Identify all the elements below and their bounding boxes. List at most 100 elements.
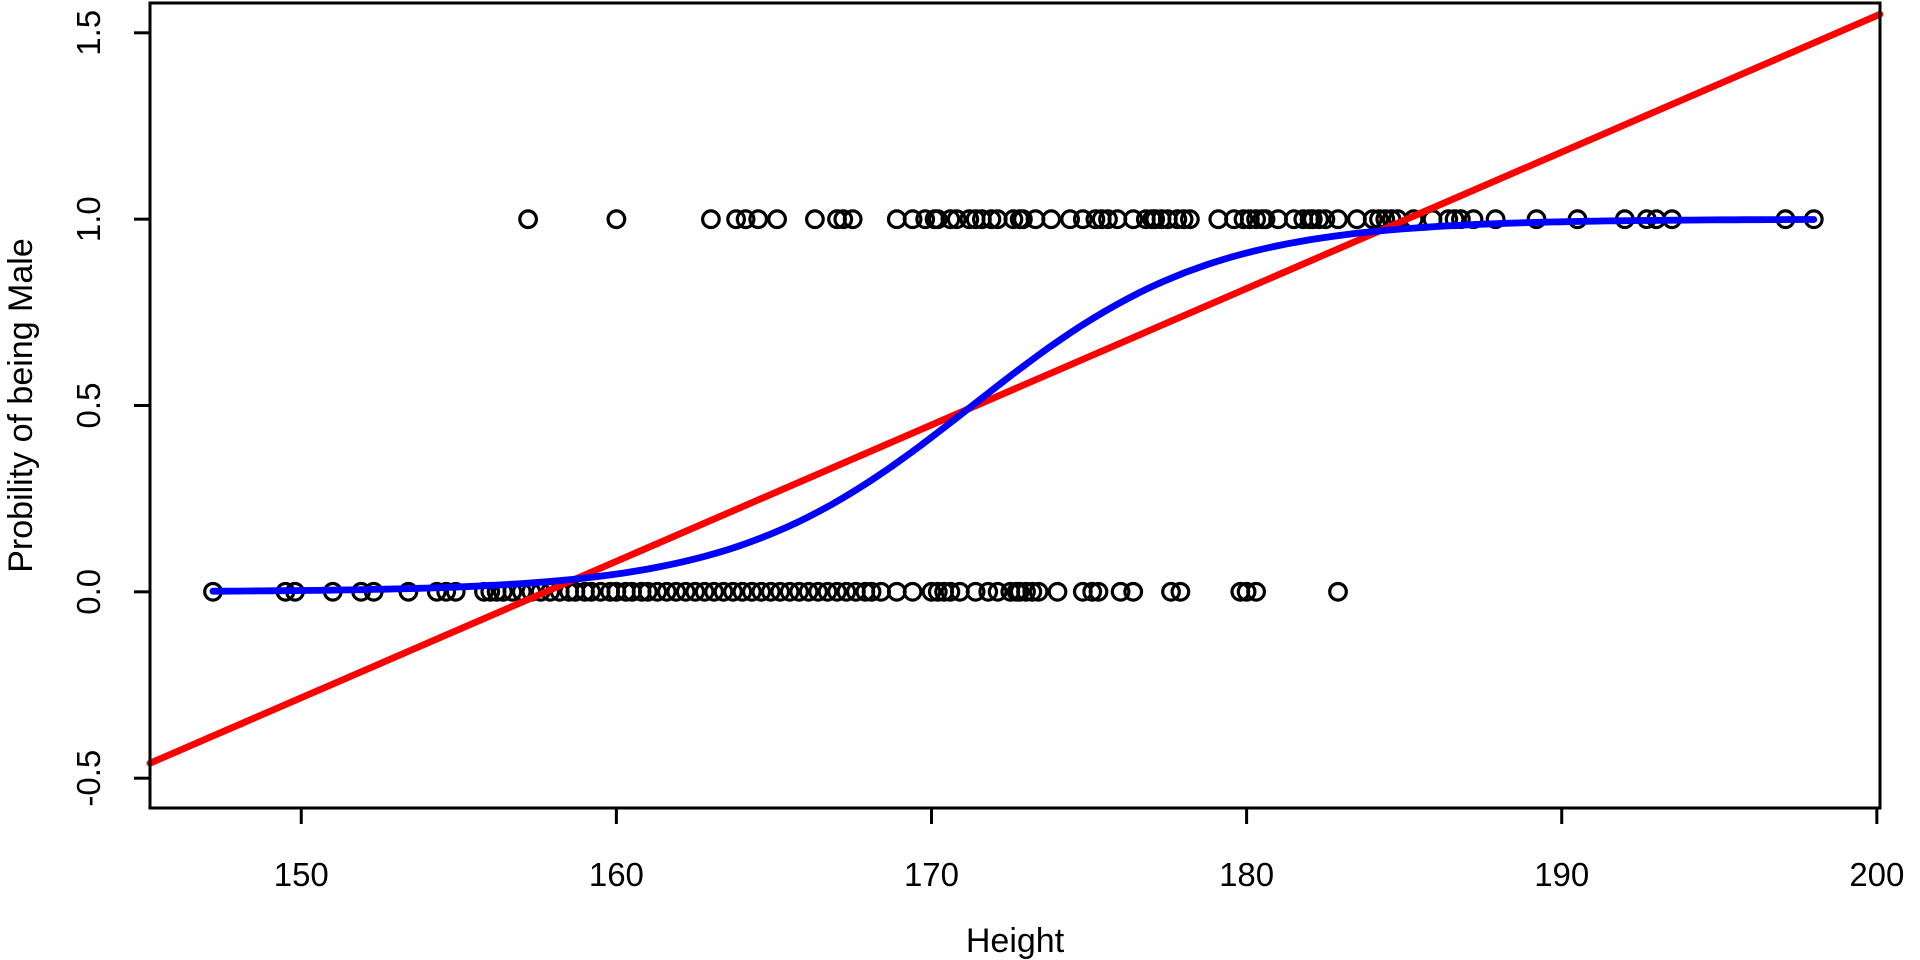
data-point-male [1013,209,1033,230]
x-tick-label: 180 [1219,856,1274,893]
data-point-male [701,209,721,230]
data-point-female [675,581,696,602]
data-point-female [902,581,923,602]
data-point-male [1179,209,1200,230]
data-point-female [808,581,828,602]
data-point-female [1016,581,1036,602]
data-point-female [581,581,602,602]
data-point-male [1060,209,1080,230]
data-point-female [685,581,706,602]
x-tick-label: 190 [1534,856,1589,893]
data-point-male [1072,209,1093,230]
y-tick-label: -0.5 [70,750,107,807]
data-point-female [1236,581,1257,602]
data-point-male [915,209,936,230]
data-point-female [779,581,800,602]
data-point-female [1047,581,1068,602]
data-point-male [946,209,967,230]
data-point-male [748,209,769,230]
linear-fit-line [146,10,1884,767]
y-tick-label: 0.0 [70,569,107,615]
data-point-female [723,581,743,602]
x-axis-label: Height [966,922,1065,960]
x-tick-label: 160 [589,856,644,893]
data-point-male [1085,209,1106,230]
data-point-female [1161,581,1181,602]
data-point-female [656,581,677,602]
data-point-male [1233,209,1254,230]
data-point-male [1302,209,1323,230]
data-point-male [833,209,854,230]
data-point-male [1173,209,1194,230]
data-point-female [436,581,457,602]
data-point-male [1328,209,1348,230]
data-point-male [940,209,961,230]
y-tick-label: 1.0 [70,196,107,242]
data-point-female [647,581,668,602]
data-point-female [426,581,447,602]
data-point-male [1309,209,1329,230]
data-point-female [694,581,715,602]
data-point-female [861,581,882,602]
data-point-female [742,581,762,602]
data-point-female [836,581,857,602]
plot-border [148,1,1882,810]
data-point-female [940,581,961,602]
data-point-male [842,209,863,230]
data-point-female [445,581,466,602]
data-point-male [981,209,1002,230]
data-point-male [1315,209,1336,230]
data-point-female [1082,581,1103,602]
data-point-female [704,581,724,602]
data-point-male [1485,209,1506,230]
logistic-fit-curve [209,216,1818,595]
data-point-male [902,209,923,230]
data-point-male [1041,209,1062,230]
data-point-female [798,581,819,602]
data-point-female [1110,581,1131,602]
data-point-male [1362,209,1383,230]
data-point-female [1123,581,1144,602]
data-point-male [1167,209,1188,230]
data-point-male [735,209,756,230]
data-point-male [1003,209,1024,230]
data-point-female [817,581,838,602]
data-point-male [1246,209,1266,230]
data-point-female [1246,581,1266,602]
data-point-male [927,209,948,230]
data-point-female [827,581,847,602]
data-point-female [978,581,999,602]
data-point-female [965,581,986,602]
data-point-female [760,581,781,602]
data-point-female [751,581,772,602]
data-point-female [666,581,687,602]
data-point-female [732,581,753,602]
data-point-female [1009,581,1030,602]
y-axis-label: Probility of being Male [2,238,40,573]
data-point-female [927,581,948,602]
y-tick-label: 0.5 [70,383,107,429]
data-point-male [1145,209,1166,230]
data-point-female [921,581,942,602]
data-point-male [805,209,825,230]
x-tick-label: 170 [904,856,959,893]
data-point-female [770,581,791,602]
data-point-female [1028,581,1049,602]
data-point-female [789,581,809,602]
data-point-female [1088,581,1109,602]
data-point-male [767,209,787,230]
data-point-male [1123,209,1144,230]
data-point-male [959,209,980,230]
data-point-male [726,209,746,230]
x-tick-label: 200 [1849,856,1904,893]
data-point-female [1328,581,1348,602]
x-tick-label: 150 [274,856,329,893]
y-tick-label: 1.5 [70,10,107,56]
data-point-female [1170,581,1191,602]
data-point-male [518,209,538,230]
data-point-male [606,209,627,230]
data-point-male [1098,209,1118,230]
